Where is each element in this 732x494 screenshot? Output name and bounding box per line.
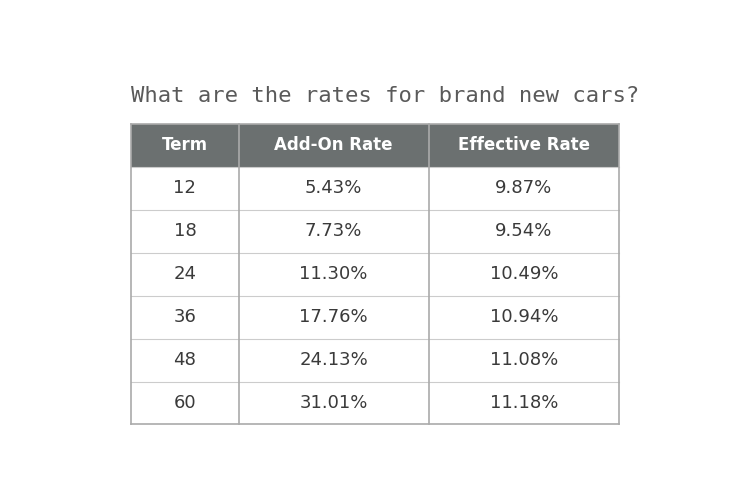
- FancyBboxPatch shape: [429, 381, 619, 424]
- Text: 11.08%: 11.08%: [490, 351, 558, 369]
- FancyBboxPatch shape: [429, 124, 619, 167]
- FancyBboxPatch shape: [131, 381, 239, 424]
- FancyBboxPatch shape: [239, 381, 429, 424]
- Text: 7.73%: 7.73%: [305, 222, 362, 240]
- Text: 5.43%: 5.43%: [305, 179, 362, 197]
- Text: 10.94%: 10.94%: [490, 308, 559, 326]
- FancyBboxPatch shape: [429, 253, 619, 295]
- FancyBboxPatch shape: [429, 167, 619, 210]
- Text: 36: 36: [173, 308, 196, 326]
- Text: Add-On Rate: Add-On Rate: [274, 136, 393, 155]
- Text: 60: 60: [173, 394, 196, 412]
- FancyBboxPatch shape: [429, 210, 619, 253]
- Text: Effective Rate: Effective Rate: [458, 136, 590, 155]
- FancyBboxPatch shape: [131, 253, 239, 295]
- FancyBboxPatch shape: [429, 295, 619, 338]
- FancyBboxPatch shape: [429, 338, 619, 381]
- FancyBboxPatch shape: [239, 338, 429, 381]
- Text: 11.18%: 11.18%: [490, 394, 558, 412]
- Text: 9.54%: 9.54%: [496, 222, 553, 240]
- Text: 12: 12: [173, 179, 196, 197]
- FancyBboxPatch shape: [239, 253, 429, 295]
- Text: 24: 24: [173, 265, 196, 283]
- FancyBboxPatch shape: [239, 295, 429, 338]
- FancyBboxPatch shape: [131, 295, 239, 338]
- Text: 48: 48: [173, 351, 196, 369]
- FancyBboxPatch shape: [131, 167, 239, 210]
- Text: 9.87%: 9.87%: [496, 179, 553, 197]
- Text: 17.76%: 17.76%: [299, 308, 368, 326]
- FancyBboxPatch shape: [239, 167, 429, 210]
- Text: 24.13%: 24.13%: [299, 351, 368, 369]
- Text: 18: 18: [173, 222, 196, 240]
- FancyBboxPatch shape: [131, 210, 239, 253]
- Text: What are the rates for brand new cars?: What are the rates for brand new cars?: [131, 86, 640, 106]
- Text: 11.30%: 11.30%: [299, 265, 368, 283]
- FancyBboxPatch shape: [239, 210, 429, 253]
- FancyBboxPatch shape: [131, 338, 239, 381]
- Text: 31.01%: 31.01%: [299, 394, 368, 412]
- FancyBboxPatch shape: [239, 124, 429, 167]
- Text: 10.49%: 10.49%: [490, 265, 559, 283]
- Text: Term: Term: [162, 136, 208, 155]
- FancyBboxPatch shape: [131, 124, 239, 167]
